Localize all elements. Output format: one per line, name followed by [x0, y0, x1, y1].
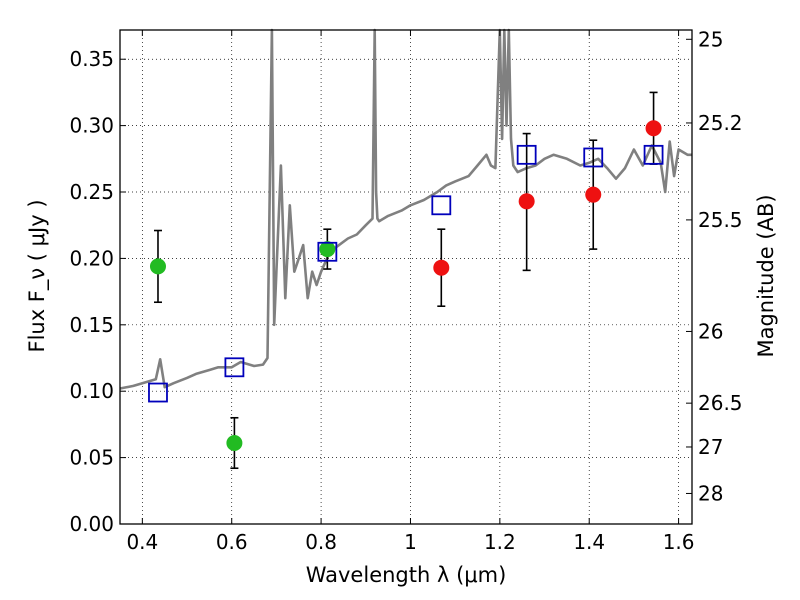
- data-point-circle: [226, 434, 243, 451]
- data-point-square: [583, 147, 604, 168]
- x-tick-label: 0.6: [216, 530, 248, 554]
- right-tick-label: 25.2: [698, 111, 743, 135]
- data-point-square: [224, 357, 245, 378]
- right-tick-label: 25: [698, 27, 723, 51]
- right-tick-label: 27: [698, 435, 723, 459]
- x-tick-label: 1.2: [484, 530, 516, 554]
- right-axis-label: Magnitude (AB): [754, 194, 778, 357]
- x-tick-label: 1.4: [573, 530, 605, 554]
- spectrum-line: [119, 28, 692, 390]
- x-axis-label: Wavelength λ (μm): [306, 563, 507, 587]
- data-point-circle: [149, 258, 166, 275]
- axis-ticks: 0.4 0.6 0.8 1 1.2 1.4 1.6 0.00 0.05 0.10 0.15 0.20 0…: [69, 27, 742, 554]
- data-point-circle: [518, 193, 535, 210]
- data-points: [148, 91, 664, 470]
- y-tick-label: 0.10: [69, 379, 114, 403]
- data-point-circle: [319, 241, 336, 258]
- x-tick-label: 0.4: [126, 530, 158, 554]
- x-tick-label: 1: [404, 530, 417, 554]
- x-tick-label: 1.6: [663, 530, 695, 554]
- right-tick-label: 26: [698, 319, 723, 343]
- data-point-circle: [645, 120, 662, 137]
- grid: [120, 30, 692, 525]
- right-tick-label: 26.5: [698, 391, 743, 415]
- data-point-square: [431, 195, 452, 216]
- data-point-circle: [433, 259, 450, 276]
- y-tick-label: 0.35: [69, 47, 114, 71]
- right-tick-label: 25.5: [698, 208, 743, 232]
- data-point-circle: [585, 186, 602, 203]
- y-tick-label: 0.05: [69, 446, 114, 470]
- y-axis-label: Flux F_ν ( μJy ): [25, 199, 50, 352]
- data-point-square: [148, 382, 168, 403]
- y-tick-label: 0.15: [69, 313, 114, 337]
- right-tick-label: 28: [698, 481, 723, 505]
- y-tick-label: 0.20: [69, 246, 114, 270]
- x-tick-label: 0.8: [305, 530, 337, 554]
- spectrum: [119, 28, 692, 390]
- y-tick-label: 0.25: [69, 180, 114, 204]
- y-tick-label: 0.30: [69, 114, 114, 138]
- plot-frame: [119, 29, 693, 525]
- data-point-square: [317, 241, 338, 262]
- data-point-square: [516, 144, 537, 165]
- data-point-square: [643, 144, 664, 165]
- y-tick-label: 0.00: [69, 512, 114, 536]
